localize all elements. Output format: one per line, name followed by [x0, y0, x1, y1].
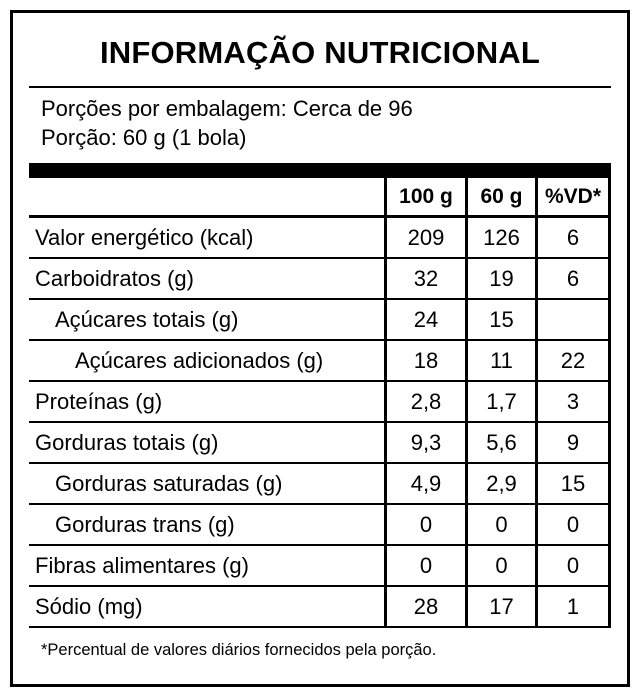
value-vd: 6 — [535, 259, 611, 298]
value-vd: 1 — [535, 587, 611, 626]
value-100g: 32 — [384, 259, 465, 298]
nutrition-table: 100 g 60 g %VD* Valor energético (kcal) 2… — [29, 178, 611, 628]
nutrient-name: Gorduras saturadas (g) — [55, 470, 283, 496]
value-100g: 0 — [384, 546, 465, 585]
value-60g: 19 — [465, 259, 535, 298]
value-100g: 24 — [384, 300, 465, 339]
table-row: Fibras alimentares (g) 0 0 0 — [29, 546, 611, 587]
label-title: INFORMAÇÃO NUTRICIONAL — [99, 35, 541, 70]
header-60g: 60 g — [465, 178, 535, 215]
value-100g: 28 — [384, 587, 465, 626]
value-60g: 15 — [465, 300, 535, 339]
value-vd: 3 — [535, 382, 611, 421]
servings-per-package: Porções por embalagem: Cerca de 96 — [41, 96, 413, 121]
value-60g: 0 — [465, 505, 535, 544]
value-vd: 22 — [535, 341, 611, 380]
value-60g: 2,9 — [465, 464, 535, 503]
nutrient-name: Sódio (mg) — [35, 593, 143, 619]
value-100g: 209 — [384, 218, 465, 257]
nutrient-name: Açúcares totais (g) — [55, 306, 239, 332]
value-vd: 15 — [535, 464, 611, 503]
value-vd: 0 — [535, 505, 611, 544]
value-vd: 6 — [535, 218, 611, 257]
nutrient-name: Gorduras totais (g) — [35, 429, 219, 455]
table-row: Valor energético (kcal) 209 126 6 — [29, 218, 611, 259]
value-60g: 0 — [465, 546, 535, 585]
nutrient-name: Açúcares adicionados (g) — [75, 347, 324, 373]
nutrition-label: INFORMAÇÃO NUTRICIONAL Porções por embal… — [10, 10, 630, 687]
nutrient-name: Fibras alimentares (g) — [35, 552, 249, 578]
table-row: Sódio (mg) 28 17 1 — [29, 587, 611, 628]
table-row: Açúcares totais (g) 24 15 — [29, 300, 611, 341]
value-100g: 18 — [384, 341, 465, 380]
thick-divider — [29, 163, 611, 178]
table-row: Carboidratos (g) 32 19 6 — [29, 259, 611, 300]
value-vd — [535, 300, 611, 339]
value-60g: 126 — [465, 218, 535, 257]
table-row: Gorduras totais (g) 9,3 5,6 9 — [29, 423, 611, 464]
value-100g: 0 — [384, 505, 465, 544]
serving-size: Porção: 60 g (1 bola) — [41, 125, 247, 150]
table-row: Gorduras saturadas (g) 4,9 2,9 15 — [29, 464, 611, 505]
nutrient-name: Gorduras trans (g) — [55, 511, 235, 537]
table-header-row: 100 g 60 g %VD* — [29, 178, 611, 218]
table-row: Gorduras trans (g) 0 0 0 — [29, 505, 611, 546]
value-100g: 2,8 — [384, 382, 465, 421]
table-row: Proteínas (g) 2,8 1,7 3 — [29, 382, 611, 423]
value-vd: 9 — [535, 423, 611, 462]
value-60g: 11 — [465, 341, 535, 380]
header-vd: %VD* — [535, 178, 611, 215]
title-divider — [29, 86, 611, 88]
value-100g: 9,3 — [384, 423, 465, 462]
header-100g: 100 g — [384, 178, 465, 215]
value-60g: 17 — [465, 587, 535, 626]
value-100g: 4,9 — [384, 464, 465, 503]
value-60g: 5,6 — [465, 423, 535, 462]
footnote: *Percentual de valores diários fornecido… — [41, 641, 437, 659]
table-body: Valor energético (kcal) 209 126 6 Carboidrat… — [29, 218, 611, 628]
value-vd: 0 — [535, 546, 611, 585]
nutrient-name: Proteínas (g) — [35, 388, 163, 414]
header-blank — [29, 178, 384, 215]
nutrient-name: Valor energético (kcal) — [35, 224, 254, 250]
table-row: Açúcares adicionados (g) 18 11 22 — [29, 341, 611, 382]
value-60g: 1,7 — [465, 382, 535, 421]
nutrient-name: Carboidratos (g) — [35, 265, 194, 291]
